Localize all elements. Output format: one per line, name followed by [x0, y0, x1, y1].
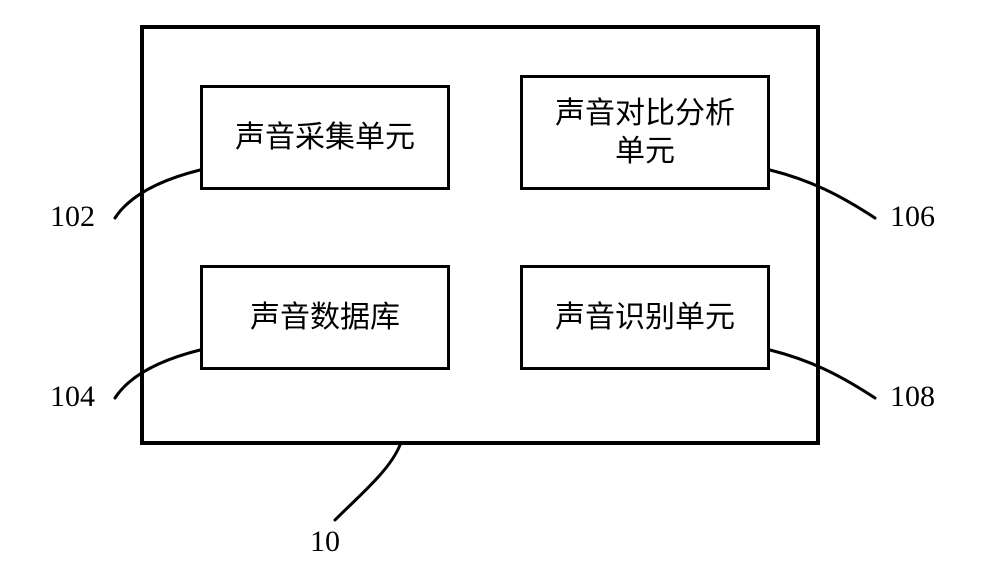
ref-num-text: 106: [890, 200, 935, 233]
ref-num-104: 104: [50, 380, 95, 414]
ref-num-text: 102: [50, 200, 95, 233]
ref-num-text: 10: [310, 525, 340, 558]
diagram-canvas: 声音采集单元 声音对比分析 单元 声音数据库 声音识别单元 102 104 10…: [0, 0, 1000, 571]
lead-line-10: [0, 0, 1000, 571]
ref-num-10: 10: [310, 525, 340, 559]
ref-num-106: 106: [890, 200, 935, 234]
ref-num-text: 104: [50, 380, 95, 413]
ref-num-102: 102: [50, 200, 95, 234]
ref-num-108: 108: [890, 380, 935, 414]
ref-num-text: 108: [890, 380, 935, 413]
